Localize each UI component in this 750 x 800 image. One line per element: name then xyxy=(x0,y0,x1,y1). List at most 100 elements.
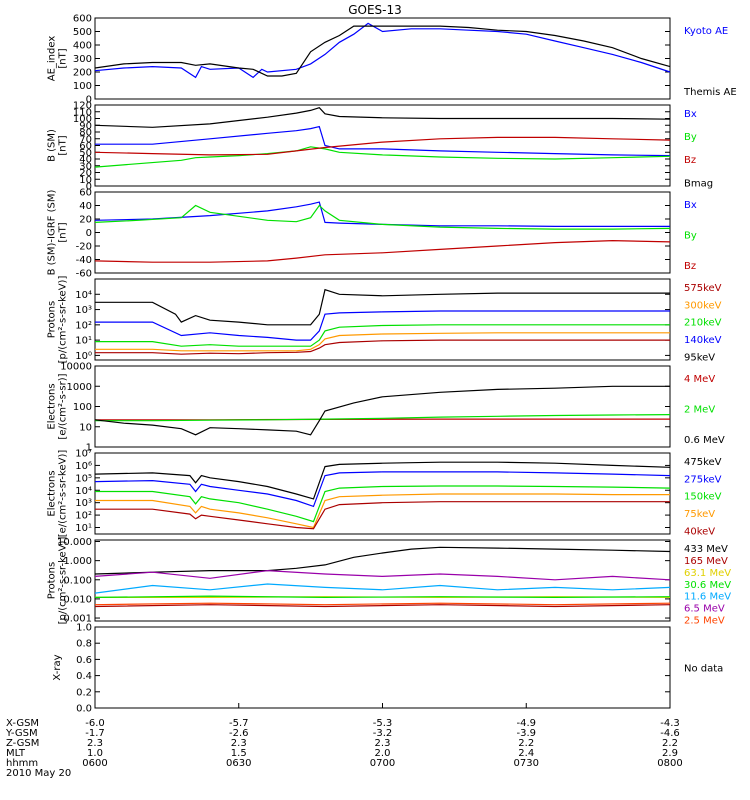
legend-entry: Bz xyxy=(684,155,696,166)
x-axis-row-label: X-GSM xyxy=(6,718,39,729)
x-axis-value: -4.6 xyxy=(660,728,680,739)
x-axis-value: -1.7 xyxy=(85,728,105,739)
legend-entry: 300keV xyxy=(684,300,722,311)
y-tick-label: 50 xyxy=(79,148,92,159)
x-axis-value: 2.3 xyxy=(231,738,247,749)
x-axis-value: 2.9 xyxy=(662,748,678,759)
y-tick-label: 10⁰ xyxy=(75,351,92,362)
y-tick-label: 0.0 xyxy=(76,704,92,715)
legend-entry: 6.5 MeV xyxy=(684,604,725,615)
y-tick-label: 10.000 xyxy=(57,537,92,548)
y-tick-label: 10¹ xyxy=(75,336,92,347)
series-line-bx xyxy=(94,201,670,227)
y-tick-label: 60 xyxy=(79,188,92,199)
x-axis-row-label: Z-GSM xyxy=(6,738,39,749)
series-line-30-6-mev xyxy=(94,595,671,599)
x-axis-row-label: MLT xyxy=(6,748,26,759)
y-tick-label: 0.100 xyxy=(63,575,92,586)
legend-entry: Kyoto AE xyxy=(684,26,728,37)
y-tick-label: 0.6 xyxy=(76,655,92,666)
legend-entry: 165 MeV xyxy=(684,556,728,567)
y-axis-label: Electrons xyxy=(47,383,58,429)
y-tick-label: 20 xyxy=(79,168,92,179)
y-axis-label: [e/(cm²-s-sr-keV)] xyxy=(58,450,69,538)
legend-entry: 11.6 MeV xyxy=(684,592,731,603)
panel-1: 0 100 200 300 400 500 600 AE_index [nT] Kyoto AE T… xyxy=(47,14,737,106)
y-axis-label: [nT] xyxy=(58,222,69,242)
y-tick-label: 0.010 xyxy=(63,594,92,605)
legend-entry: By xyxy=(684,231,697,242)
y-tick-label: 40 xyxy=(79,201,92,212)
x-axis-value: 0630 xyxy=(226,758,251,769)
series-line-themis-ae xyxy=(94,25,671,77)
x-axis-value: 0730 xyxy=(514,758,539,769)
x-axis-value: -5.3 xyxy=(373,718,393,729)
y-tick-label: 10 xyxy=(79,422,92,433)
legend-entry: 475keV xyxy=(684,457,722,468)
y-tick-label: 90 xyxy=(79,121,92,132)
series-line-300kev xyxy=(95,332,670,352)
panel-frame xyxy=(94,278,671,361)
y-tick-label: 110 xyxy=(73,107,92,118)
legend-entry: 30.6 MeV xyxy=(684,580,731,591)
y-tick-label: -20 xyxy=(76,242,92,253)
y-tick-label: 100 xyxy=(73,81,92,92)
y-tick-label: 10⁵ xyxy=(75,473,92,484)
y-tick-label: -40 xyxy=(76,255,92,266)
y-tick-label: 10² xyxy=(75,511,92,522)
x-axis-value: -2.6 xyxy=(229,728,249,739)
y-tick-label: 0 xyxy=(86,228,92,239)
series-line-2-5-mev xyxy=(94,602,671,606)
y-tick-label: 10² xyxy=(75,320,92,331)
legend-entry: 40keV xyxy=(684,526,715,537)
x-axis-value: 1.5 xyxy=(231,748,247,759)
x-axis-value: 0800 xyxy=(657,758,682,769)
series-line-bz xyxy=(94,239,671,263)
panel-4: 10⁰ 10¹ 10² 10³ 10⁴ Protons [p/(cm²-s-sr-keV)]… xyxy=(47,276,722,364)
legend-entry: 75keV xyxy=(684,509,715,520)
y-axis-label: Protons xyxy=(47,301,58,338)
x-axis-value: 2.2 xyxy=(662,738,678,749)
legend-entry: By xyxy=(684,132,697,143)
y-tick-label: 40 xyxy=(79,155,92,166)
y-tick-label: 0.001 xyxy=(63,614,92,625)
x-axis-value: -3.2 xyxy=(373,728,393,739)
x-axis-value: 2.3 xyxy=(375,738,391,749)
y-axis-label: [p/(cm²-s-sr-keV)] xyxy=(58,537,69,625)
y-tick-label: 10⁶ xyxy=(75,461,92,472)
y-tick-label: 0 xyxy=(86,182,92,193)
series-line-140kev xyxy=(95,310,670,341)
y-tick-label: -60 xyxy=(76,269,92,280)
series-line-4-mev xyxy=(95,418,670,421)
series-line-2-mev xyxy=(95,414,671,422)
y-tick-label: 1 xyxy=(86,443,92,454)
legend-entry: 95keV xyxy=(684,352,715,363)
y-tick-label: 10 xyxy=(79,175,92,186)
series-line-kyoto-ae xyxy=(94,22,671,79)
y-tick-label: 0.4 xyxy=(76,671,92,682)
x-axis-value: 2.2 xyxy=(518,738,534,749)
y-tick-label: 10³ xyxy=(75,305,92,316)
y-tick-label: 10⁴ xyxy=(75,290,92,301)
legend-entry: 2 MeV xyxy=(684,405,715,416)
series-line-95kev xyxy=(95,288,670,326)
legend-entry: Bmag xyxy=(684,178,713,189)
y-axis-label: Protons xyxy=(47,562,58,599)
x-axis-value: -6.0 xyxy=(85,718,105,729)
x-axis-value: -5.7 xyxy=(229,718,249,729)
series-line-bz xyxy=(94,136,671,156)
figure-title: GOES-13 xyxy=(348,3,402,17)
y-tick-label: 100 xyxy=(73,402,92,413)
series-line-575kev xyxy=(95,339,670,355)
y-tick-label: 1.0 xyxy=(76,623,92,634)
series-line-11-6-mev xyxy=(94,583,671,594)
panel-frame xyxy=(94,539,671,622)
legend-entry: 4 MeV xyxy=(684,374,715,385)
legend-entry: 575keV xyxy=(684,283,722,294)
panel-7: 0.001 0.010 0.100 1.000 10.000 Protons [p/(cm²… xyxy=(47,537,732,627)
y-tick-label: 20 xyxy=(79,215,92,226)
